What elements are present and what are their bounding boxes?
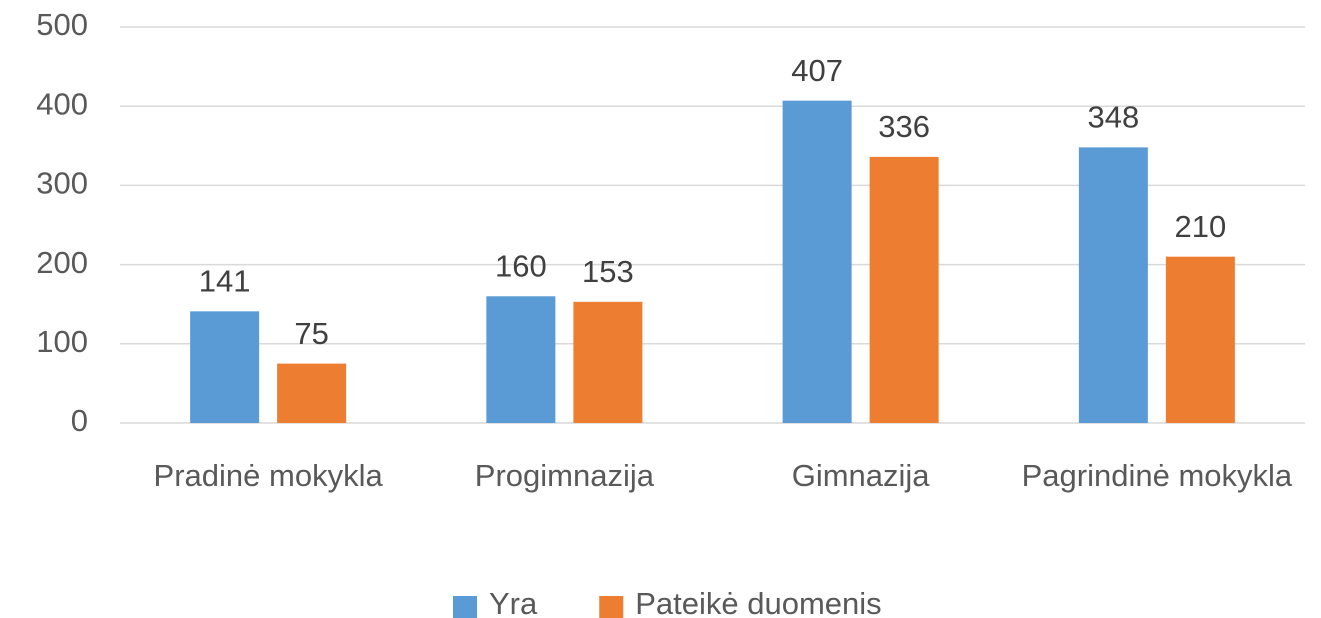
legend-label: Yra <box>489 586 538 618</box>
y-tick-label: 400 <box>36 86 88 121</box>
y-tick-label: 200 <box>36 245 88 280</box>
bar <box>573 301 643 423</box>
bar <box>190 311 260 423</box>
y-tick-label: 0 <box>71 403 88 438</box>
data-label: 141 <box>199 264 251 299</box>
y-tick-label: 300 <box>36 166 88 201</box>
legend-label: Pateikė duomenis <box>635 586 881 618</box>
legend-swatch <box>453 596 477 618</box>
y-tick-label: 500 <box>36 7 88 42</box>
data-label: 75 <box>294 316 328 351</box>
data-label: 336 <box>878 109 930 144</box>
x-tick-label: Pagrindinė mokykla <box>1021 458 1293 493</box>
data-label: 210 <box>1175 209 1227 244</box>
data-label: 160 <box>495 248 547 283</box>
x-tick-label: Progimnazija <box>474 458 654 493</box>
bar <box>277 363 347 423</box>
data-label: 407 <box>791 53 843 88</box>
x-tick-label: Pradinė mokykla <box>153 458 383 493</box>
bar <box>1165 256 1235 423</box>
y-tick-label: 100 <box>36 324 88 359</box>
data-label: 153 <box>582 254 634 289</box>
bar <box>1078 147 1148 423</box>
x-tick-label: Gimnazija <box>791 458 930 493</box>
data-label: 348 <box>1088 100 1140 135</box>
bar <box>869 156 939 423</box>
bar <box>486 296 556 423</box>
legend-swatch <box>599 596 624 618</box>
bar <box>782 100 852 423</box>
